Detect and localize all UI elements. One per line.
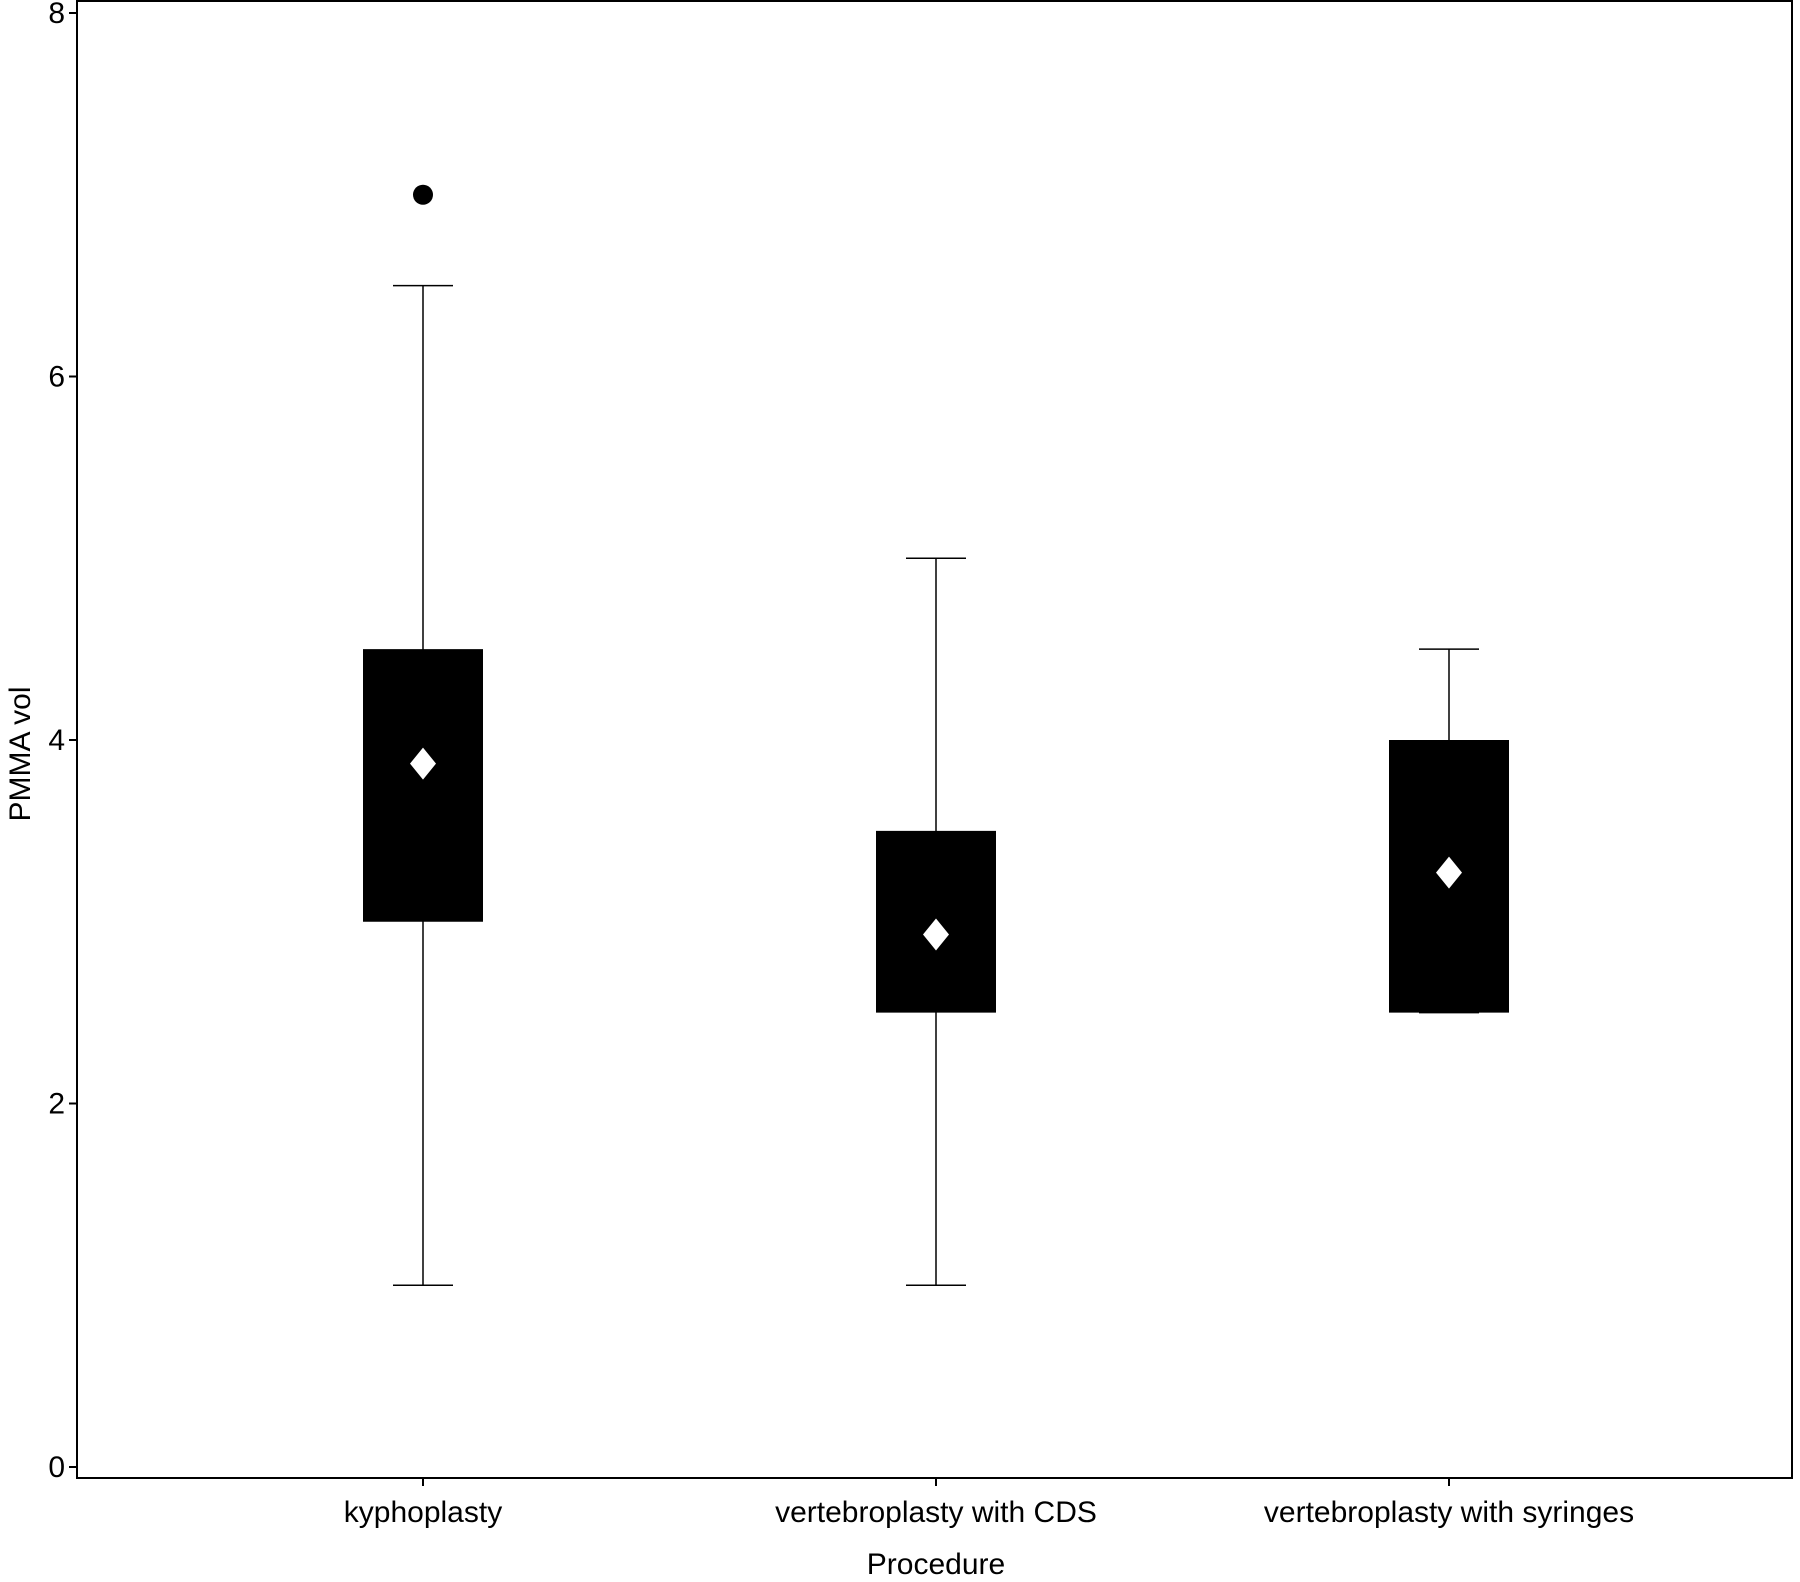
plot-border — [76, 0, 1793, 1479]
mean-marker — [410, 747, 436, 780]
box-2 — [876, 557, 996, 1286]
iqr-box — [363, 649, 483, 922]
y-tick-label: 6 — [48, 361, 65, 394]
y-axis: 0 2 4 6 8 — [48, 0, 77, 1484]
y-tick-label: 0 — [48, 1451, 65, 1484]
mean-marker — [1436, 856, 1462, 889]
y-tick-label: 4 — [48, 724, 65, 757]
x-tick-label: vertebroplasty with syringes — [1264, 1496, 1634, 1529]
x-axis-title: Procedure — [867, 1548, 1005, 1581]
box-series — [363, 184, 1509, 1286]
y-tick-label: 8 — [48, 0, 65, 30]
y-tick-label: 2 — [48, 1088, 65, 1121]
box-3 — [1389, 648, 1509, 1014]
box-1 — [363, 184, 483, 1286]
plot-frame — [76, 0, 1793, 1479]
outlier-point — [413, 184, 433, 205]
y-axis-title: PMMA vol — [4, 686, 37, 821]
mean-marker — [923, 918, 949, 951]
x-tick-label: vertebroplasty with CDS — [775, 1496, 1097, 1529]
x-axis: kyphoplasty vertebroplasty with CDS verteb… — [344, 1478, 1634, 1529]
x-tick-label: kyphoplasty — [344, 1496, 502, 1529]
